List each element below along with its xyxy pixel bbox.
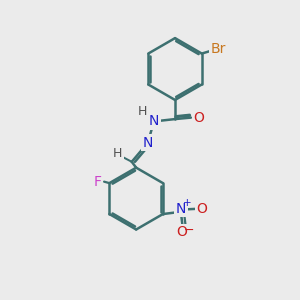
- Text: N: N: [176, 202, 186, 216]
- Text: F: F: [94, 175, 102, 189]
- Text: Br: Br: [210, 42, 226, 56]
- Text: O: O: [196, 202, 207, 216]
- Text: −: −: [184, 224, 194, 237]
- Text: O: O: [194, 111, 205, 124]
- Text: O: O: [176, 225, 187, 239]
- Text: N: N: [148, 114, 159, 128]
- Text: N: N: [143, 136, 153, 150]
- Text: H: H: [113, 147, 123, 160]
- Text: H: H: [137, 105, 147, 118]
- Text: +: +: [183, 198, 192, 208]
